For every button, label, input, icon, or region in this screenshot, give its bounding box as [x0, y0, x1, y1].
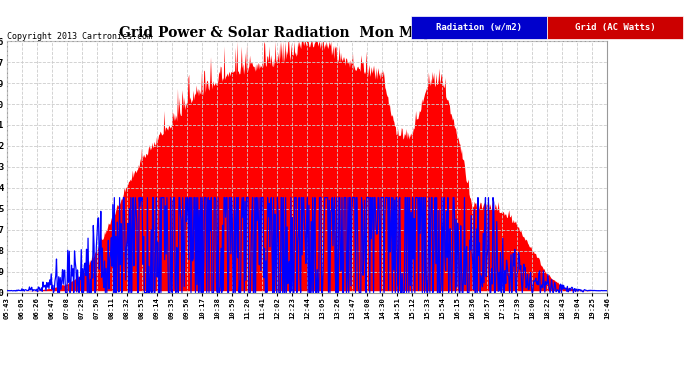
Text: Grid (AC Watts): Grid (AC Watts) — [575, 23, 656, 32]
FancyBboxPatch shape — [411, 16, 547, 39]
Text: Radiation (w/m2): Radiation (w/m2) — [435, 23, 522, 32]
Title: Grid Power & Solar Radiation  Mon May 6 19:53: Grid Power & Solar Radiation Mon May 6 1… — [119, 26, 495, 40]
FancyBboxPatch shape — [547, 16, 683, 39]
Text: Copyright 2013 Cartronics.com: Copyright 2013 Cartronics.com — [7, 32, 152, 41]
